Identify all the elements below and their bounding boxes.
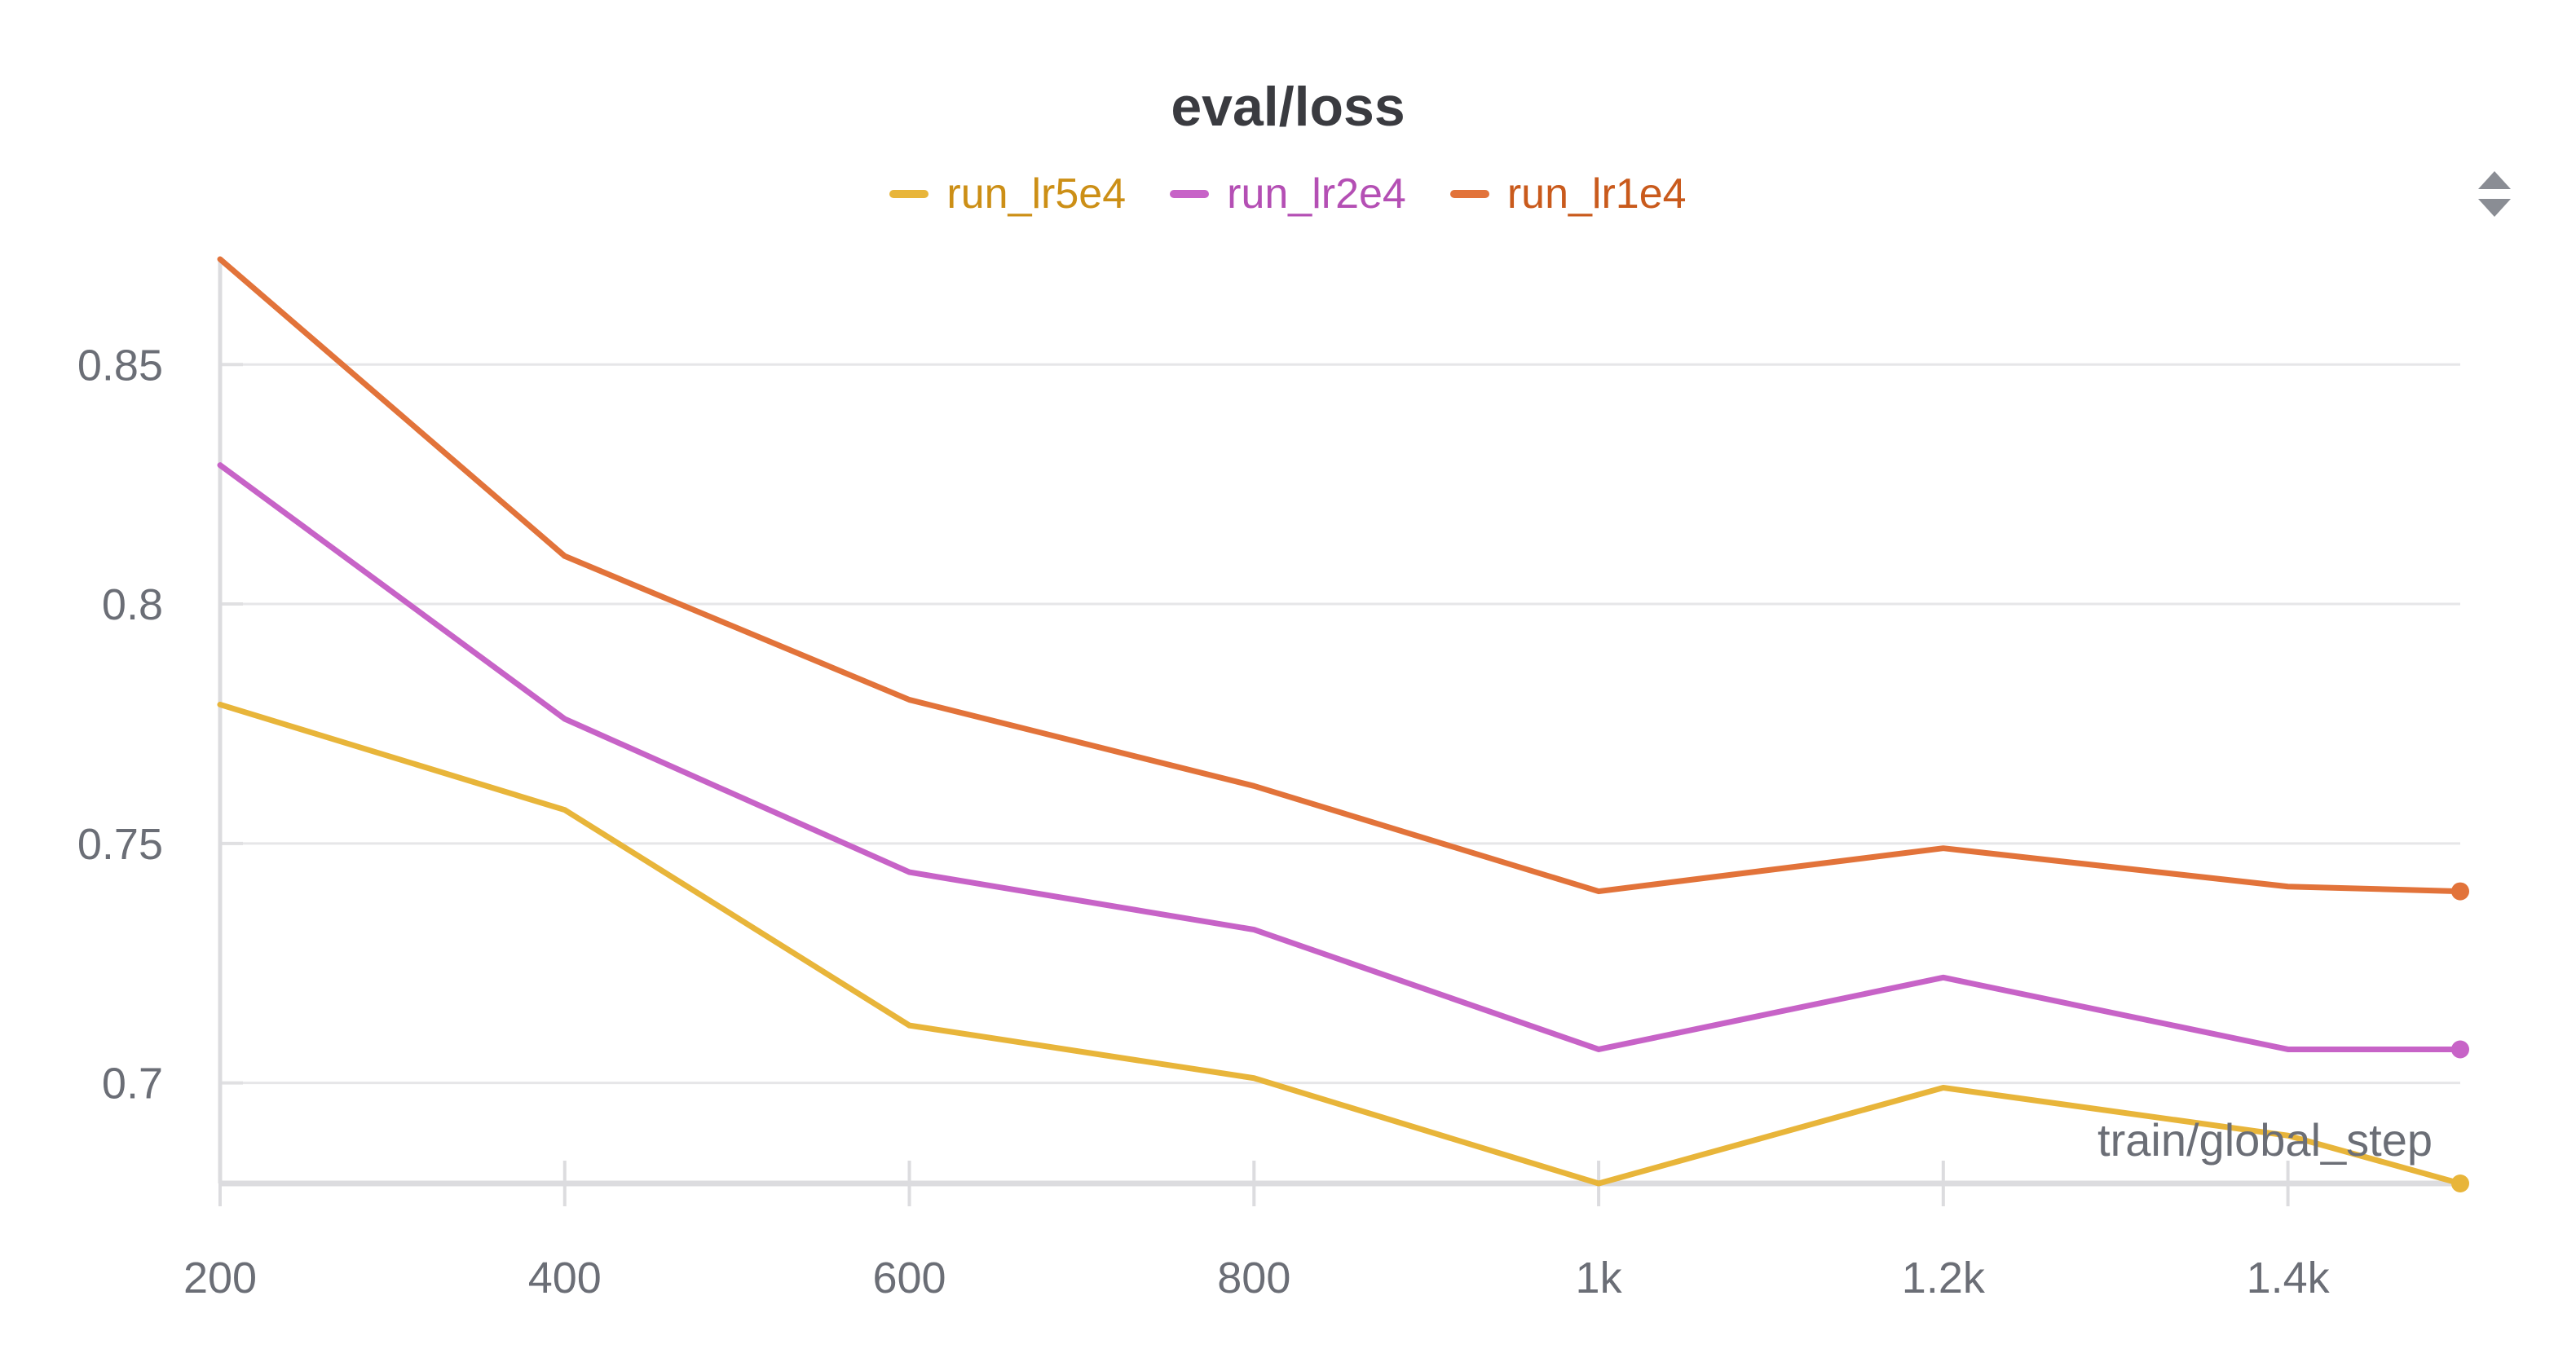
series-line-run_lr2e4 [217,462,2464,1052]
series-end-point-run_lr2e4 [2451,1040,2469,1059]
x-tick-label: 400 [528,1254,602,1302]
legend-label: run_lr5e4 [946,170,1127,218]
legend-label: run_lr1e4 [1506,170,1687,218]
y-tick-label: 0.8 [102,580,163,629]
y-tick-label: 0.7 [102,1060,163,1108]
series-line-run_lr5e4 [217,701,2464,1187]
x-tick-label: 1.2k [1902,1254,1986,1302]
series-line-run_lr1e4 [217,256,2464,895]
legend-label: run_lr2e4 [1227,170,1406,218]
legend-swatch [889,190,929,198]
series-end-point-run_lr5e4 [2451,1175,2469,1192]
legend: run_lr5e4 run_lr2e4 run_lr1e4 [0,170,2576,218]
y-tick-label: 0.75 [77,820,163,869]
legend-item[interactable]: run_lr2e4 [1170,170,1406,218]
x-tick-label: 200 [183,1254,257,1302]
x-tick-label: 1k [1576,1254,1623,1302]
y-tick-label: 0.85 [77,341,163,390]
legend-item[interactable]: run_lr1e4 [1449,170,1687,218]
x-axis-title: train/global_step [2097,1114,2433,1166]
legend-swatch [1449,190,1489,198]
x-tick-label: 1.4k [2247,1254,2331,1302]
sort-arrows-icon[interactable] [2470,165,2519,222]
series-end-point-run_lr1e4 [2451,882,2469,901]
x-tick-label: 600 [872,1254,946,1302]
legend-item[interactable]: run_lr5e4 [889,170,1126,218]
legend-swatch [1170,190,1210,198]
chart-title: eval/loss [1171,76,1405,138]
x-tick-label: 800 [1217,1254,1290,1302]
